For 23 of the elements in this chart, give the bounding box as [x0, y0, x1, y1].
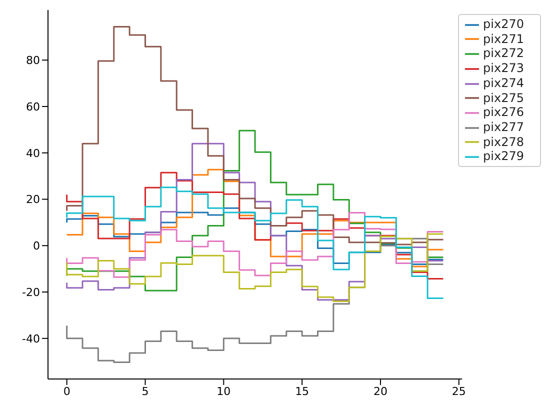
legend-label: pix270 [483, 17, 524, 31]
legend-label: pix279 [483, 149, 524, 164]
x-tick-label: 15 [295, 384, 310, 398]
y-tick-label: 20 [26, 193, 40, 206]
legend-label: pix271 [483, 32, 524, 46]
legend-label: pix273 [483, 61, 524, 76]
y-tick-label: 60 [26, 100, 40, 114]
y-tick-label: 0 [33, 240, 40, 253]
y-tick-label: -40 [22, 332, 40, 346]
y-tick-label: 40 [26, 146, 40, 160]
x-tick-label: 0 [63, 384, 70, 398]
legend-label: pix272 [483, 46, 524, 60]
x-tick-label: 25 [452, 384, 466, 398]
legend-label: pix277 [483, 120, 524, 134]
legend-label: pix278 [483, 134, 524, 149]
legend-label: pix274 [483, 76, 524, 90]
y-tick-label: 80 [26, 54, 40, 67]
y-tick-label: -20 [22, 286, 40, 299]
x-tick-label: 5 [142, 384, 149, 398]
legend-label: pix276 [483, 105, 524, 120]
x-tick-label: 20 [373, 384, 388, 398]
legend-label: pix275 [483, 90, 524, 105]
x-tick-label: 10 [216, 384, 231, 398]
